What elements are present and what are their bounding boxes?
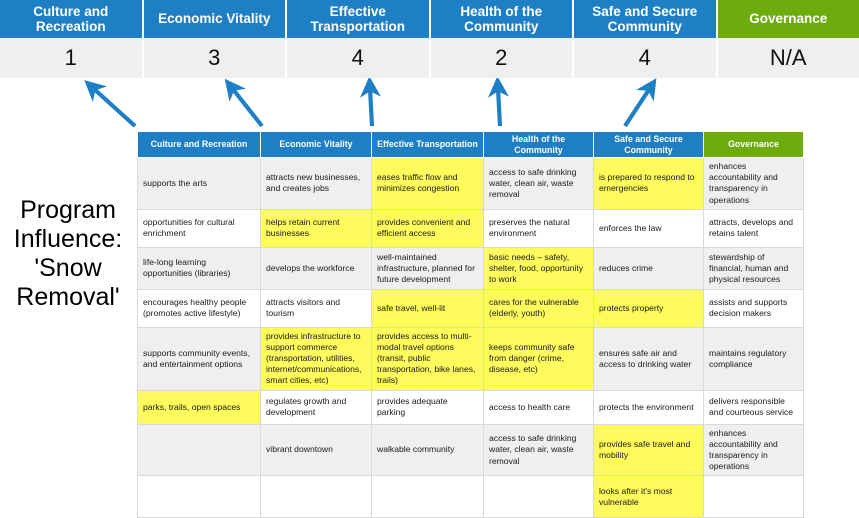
- matrix-cell: ensures safe air and access to drinking …: [594, 327, 704, 390]
- matrix-header-effective-transportation[interactable]: Effective Transportation: [372, 132, 484, 158]
- matrix-cell: enhances accountability and transparency…: [704, 424, 804, 476]
- program-influence-caption: Program Influence: 'Snow Removal': [2, 196, 134, 312]
- matrix-header-governance[interactable]: Governance: [704, 132, 804, 158]
- table-row: life-long learning opportunities (librar…: [138, 247, 804, 289]
- scorecard-header-culture-and-recreation[interactable]: Culture and Recreation: [0, 0, 144, 38]
- matrix-cell: opportunities for cultural enrichment: [138, 209, 261, 247]
- matrix-cell: cares for the vulnerable (elderly, youth…: [484, 289, 594, 327]
- influence-matrix-wrapper: Culture and Recreation Economic Vitality…: [137, 131, 803, 518]
- arrow-to-safe-and-secure-community: [625, 88, 650, 126]
- scorecard-header-health-of-the-community[interactable]: Health of the Community: [431, 0, 575, 38]
- table-row: looks after it's most vulnerable: [138, 476, 804, 518]
- matrix-cell: maintains regulatory compliance: [704, 327, 804, 390]
- matrix-cell: vibrant downtown: [261, 424, 372, 476]
- matrix-cell: [138, 476, 261, 518]
- matrix-cell: looks after it's most vulnerable: [594, 476, 704, 518]
- matrix-header-health-of-the-community[interactable]: Health of the Community: [484, 132, 594, 158]
- arrow-to-economic-vitality: [232, 88, 262, 126]
- scorecard-header-economic-vitality[interactable]: Economic Vitality: [144, 0, 288, 38]
- matrix-header-culture-and-recreation[interactable]: Culture and Recreation: [138, 132, 261, 158]
- matrix-cell: life-long learning opportunities (librar…: [138, 247, 261, 289]
- scorecard-header-safe-and-secure-community[interactable]: Safe and Secure Community: [574, 0, 718, 38]
- matrix-cell: delivers responsible and courteous servi…: [704, 390, 804, 424]
- matrix-cell: is prepared to respond to emergencies: [594, 158, 704, 210]
- matrix-cell: provides infrastructure to support comme…: [261, 327, 372, 390]
- arrows-layer: [0, 78, 859, 136]
- matrix-cell: access to health care: [484, 390, 594, 424]
- scorecard-value-health-of-the-community: 2: [431, 38, 575, 78]
- matrix-cell: parks, trails, open spaces: [138, 390, 261, 424]
- matrix-header-economic-vitality[interactable]: Economic Vitality: [261, 132, 372, 158]
- matrix-cell: [704, 476, 804, 518]
- scorecard-header-effective-transportation[interactable]: Effective Transportation: [287, 0, 431, 38]
- matrix-cell: reduces crime: [594, 247, 704, 289]
- matrix-cell: provides adequate parking: [372, 390, 484, 424]
- matrix-cell: keeps community safe from danger (crime,…: [484, 327, 594, 390]
- influence-matrix-table: Culture and Recreation Economic Vitality…: [137, 131, 804, 518]
- matrix-cell: safe travel, well-lit: [372, 289, 484, 327]
- scorecard-value-governance: N/A: [718, 38, 859, 78]
- scorecard-value-culture-and-recreation: 1: [0, 38, 144, 78]
- matrix-cell: preserves the natural environment: [484, 209, 594, 247]
- table-row: encourages healthy people (promotes acti…: [138, 289, 804, 327]
- scorecard-header-governance[interactable]: Governance: [718, 0, 859, 38]
- matrix-cell: provides access to multi-modal travel op…: [372, 327, 484, 390]
- matrix-cell: stewardship of financial, human and phys…: [704, 247, 804, 289]
- matrix-cell: protects property: [594, 289, 704, 327]
- scorecard-value-row: 1 3 4 2 4 N/A: [0, 38, 859, 78]
- matrix-cell: enforces the law: [594, 209, 704, 247]
- matrix-cell: protects the environment: [594, 390, 704, 424]
- matrix-cell: supports the arts: [138, 158, 261, 210]
- matrix-cell: regulates growth and development: [261, 390, 372, 424]
- matrix-cell: eases traffic flow and minimizes congest…: [372, 158, 484, 210]
- table-row: supports community events, and entertain…: [138, 327, 804, 390]
- matrix-cell: develops the workforce: [261, 247, 372, 289]
- matrix-cell: [261, 476, 372, 518]
- matrix-cell: basic needs – safety, shelter, food, opp…: [484, 247, 594, 289]
- matrix-cell: [484, 476, 594, 518]
- matrix-cell: assists and supports decision makers: [704, 289, 804, 327]
- matrix-cell: helps retain current businesses: [261, 209, 372, 247]
- matrix-cell: enhances accountability and transparency…: [704, 158, 804, 210]
- matrix-cell: access to safe drinking water, clean air…: [484, 158, 594, 210]
- matrix-cell: provides safe travel and mobility: [594, 424, 704, 476]
- matrix-cell: attracts visitors and tourism: [261, 289, 372, 327]
- matrix-cell: walkable community: [372, 424, 484, 476]
- matrix-cell: [138, 424, 261, 476]
- arrow-to-effective-transportation: [370, 88, 372, 126]
- matrix-cell: encourages healthy people (promotes acti…: [138, 289, 261, 327]
- matrix-cell: attracts new businesses, and creates job…: [261, 158, 372, 210]
- matrix-cell: supports community events, and entertain…: [138, 327, 261, 390]
- arrow-to-health-of-the-community: [498, 88, 500, 126]
- matrix-header-row: Culture and Recreation Economic Vitality…: [138, 132, 804, 158]
- matrix-cell: attracts, develops and retains talent: [704, 209, 804, 247]
- arrow-to-culture-and-recreation: [93, 88, 135, 126]
- matrix-cell: provides convenient and efficient access: [372, 209, 484, 247]
- scorecard-value-effective-transportation: 4: [287, 38, 431, 78]
- scorecard-band: Culture and Recreation Economic Vitality…: [0, 0, 859, 78]
- scorecard-header-row: Culture and Recreation Economic Vitality…: [0, 0, 859, 38]
- matrix-cell: access to safe drinking water, clean air…: [484, 424, 594, 476]
- scorecard-value-safe-and-secure-community: 4: [574, 38, 718, 78]
- matrix-cell: [372, 476, 484, 518]
- scorecard-value-economic-vitality: 3: [144, 38, 288, 78]
- matrix-cell: well-maintained infrastructure, planned …: [372, 247, 484, 289]
- matrix-header-safe-and-secure-community[interactable]: Safe and Secure Community: [594, 132, 704, 158]
